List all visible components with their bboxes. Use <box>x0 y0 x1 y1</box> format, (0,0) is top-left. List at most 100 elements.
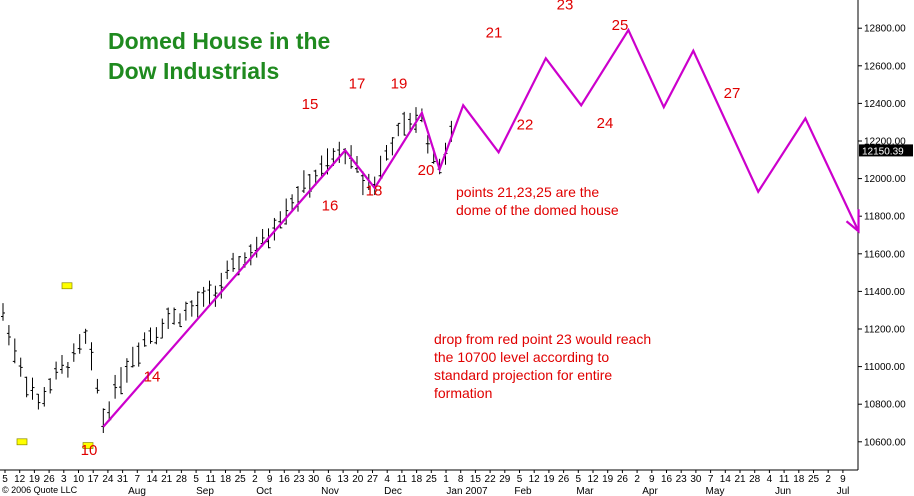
x-month-label: Aug <box>128 486 146 496</box>
x-tick-label: 4 <box>767 474 773 485</box>
x-tick-label: 25 <box>808 474 820 485</box>
yellow-marker <box>61 282 73 290</box>
y-tick-label: 11200.00 <box>864 325 905 336</box>
x-tick-label: 9 <box>649 474 655 485</box>
x-tick-label: 21 <box>734 474 746 485</box>
chart-title-line-1: Domed House in the <box>108 28 331 54</box>
x-tick-label: 18 <box>220 474 232 485</box>
x-tick-label: 19 <box>602 474 614 485</box>
x-tick-label: 10 <box>73 474 85 485</box>
x-month-label: May <box>706 486 725 496</box>
last-price-box <box>859 144 913 157</box>
x-tick-label: 5 <box>517 474 523 485</box>
x-tick-label: 28 <box>176 474 188 485</box>
copyright-text: © 2006 Quote LLC <box>2 485 78 495</box>
x-tick-label: 2 <box>825 474 831 485</box>
x-tick-label: 27 <box>367 474 379 485</box>
x-tick-label: 18 <box>793 474 805 485</box>
point-label: 15 <box>302 96 319 113</box>
x-tick-label: 22 <box>485 474 497 485</box>
x-tick-label: 3 <box>61 474 67 485</box>
projection-annotation: drop from red point 23 would reach the 1… <box>434 331 652 401</box>
x-tick-label: 11 <box>779 474 790 485</box>
x-tick-label: 8 <box>458 474 464 485</box>
x-tick-label: 23 <box>293 474 305 485</box>
x-tick-label: 12 <box>587 474 599 485</box>
x-tick-label: 25 <box>426 474 438 485</box>
yellow-marker <box>16 438 28 446</box>
x-month-label: Jan 2007 <box>446 486 488 496</box>
x-tick-label: 30 <box>690 474 702 485</box>
x-tick-label: 31 <box>117 474 129 485</box>
x-month-label: Apr <box>642 486 658 496</box>
x-tick-label: 11 <box>397 474 408 485</box>
x-tick-label: 24 <box>102 474 114 485</box>
x-tick-label: 14 <box>146 474 158 485</box>
y-tick-label: 10800.00 <box>864 400 906 411</box>
projection-arrowhead <box>845 209 860 234</box>
x-month-label: Feb <box>514 486 532 496</box>
x-tick-label: 26 <box>558 474 570 485</box>
x-tick-label: 28 <box>749 474 761 485</box>
x-tick-label: 21 <box>161 474 173 485</box>
x-tick-label: 1 <box>443 474 449 485</box>
x-tick-label: 14 <box>720 474 732 485</box>
y-tick-label: 11600.00 <box>864 249 905 260</box>
x-tick-label: 2 <box>634 474 640 485</box>
x-month-label: Jun <box>775 486 791 496</box>
x-tick-label: 4 <box>384 474 390 485</box>
x-tick-label: 26 <box>44 474 56 485</box>
x-tick-label: 16 <box>279 474 291 485</box>
point-label: 19 <box>391 75 408 92</box>
point-label: 14 <box>144 369 161 386</box>
x-tick-label: 23 <box>676 474 688 485</box>
point-label: 22 <box>517 117 534 134</box>
y-tick-label: 12000.00 <box>864 174 906 185</box>
x-tick-label: 26 <box>617 474 629 485</box>
x-tick-label: 16 <box>661 474 673 485</box>
x-tick-label: 5 <box>193 474 199 485</box>
y-tick-label: 10600.00 <box>864 437 906 448</box>
y-tick-label: 11000.00 <box>864 362 905 373</box>
y-tick-label: 12600.00 <box>864 61 906 72</box>
x-tick-label: 13 <box>338 474 350 485</box>
x-month-label: Nov <box>321 486 339 496</box>
point-label: 16 <box>322 198 339 215</box>
x-tick-label: 2 <box>252 474 258 485</box>
price-bars <box>1 107 454 434</box>
point-label: 25 <box>612 17 629 34</box>
point-label: 18 <box>366 183 383 200</box>
y-tick-label: 12400.00 <box>864 99 906 110</box>
x-tick-label: 11 <box>206 474 217 485</box>
chart-title-line-2: Dow Industrials <box>108 58 280 84</box>
y-tick-label: 11800.00 <box>864 212 905 223</box>
x-tick-label: 30 <box>308 474 320 485</box>
yellow-marker <box>82 442 94 449</box>
x-tick-label: 29 <box>499 474 511 485</box>
x-month-label: Sep <box>196 486 214 496</box>
x-tick-label: 9 <box>840 474 846 485</box>
last-price-label: 12150.39 <box>862 146 904 157</box>
x-tick-label: 19 <box>543 474 555 485</box>
dome-annotation: points 21,23,25 are the dome of the dome… <box>456 184 619 218</box>
x-tick-label: 7 <box>708 474 714 485</box>
x-tick-label: 5 <box>576 474 582 485</box>
point-label: 23 <box>557 0 574 13</box>
x-tick-label: 5 <box>2 474 8 485</box>
x-month-label: Mar <box>576 486 594 496</box>
y-tick-label: 12800.00 <box>864 24 906 35</box>
point-label: 10 <box>81 442 98 459</box>
x-tick-label: 7 <box>135 474 141 485</box>
point-label: 24 <box>597 115 614 132</box>
x-tick-label: 19 <box>29 474 41 485</box>
x-tick-label: 12 <box>529 474 541 485</box>
x-tick-label: 18 <box>411 474 423 485</box>
x-month-label: Dec <box>384 486 402 496</box>
x-tick-label: 12 <box>14 474 26 485</box>
x-tick-label: 17 <box>88 474 100 485</box>
point-label: 27 <box>724 85 741 102</box>
x-tick-label: 15 <box>470 474 482 485</box>
x-tick-label: 9 <box>267 474 273 485</box>
y-tick-label: 11400.00 <box>864 287 905 298</box>
